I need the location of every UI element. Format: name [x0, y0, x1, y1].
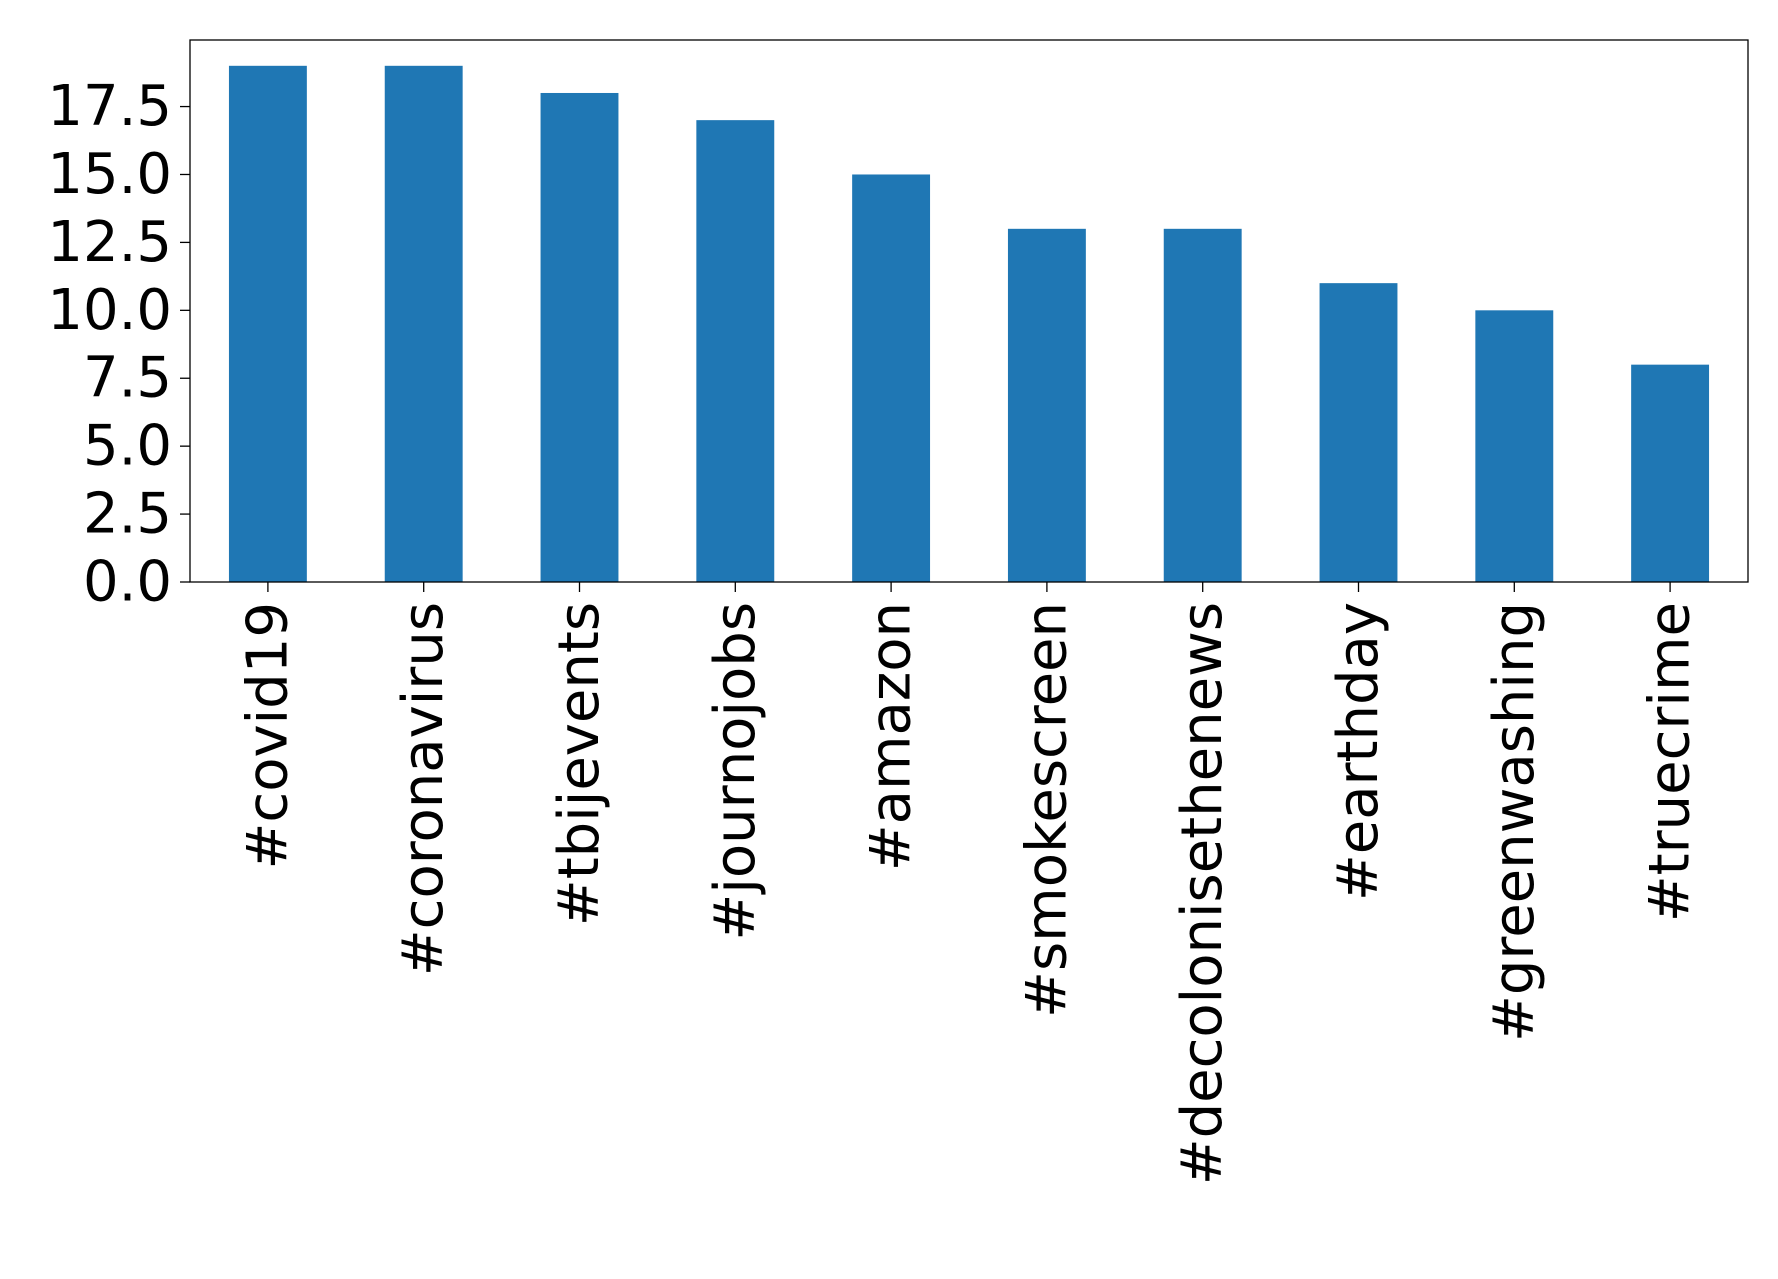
bar: [540, 92, 619, 582]
x-tick-label: #smokescreen: [1014, 602, 1079, 1018]
x-tick-label: #journojobs: [703, 602, 768, 941]
y-axis: 0.02.55.07.510.012.515.017.5: [47, 74, 190, 615]
y-tick-label: 2.5: [83, 482, 172, 547]
bar: [228, 65, 307, 583]
y-tick-label: 5.0: [83, 414, 172, 479]
y-tick-label: 15.0: [47, 142, 172, 207]
y-tick-label: 7.5: [83, 346, 172, 411]
y-tick-label: 12.5: [47, 210, 172, 275]
bar: [384, 65, 463, 583]
x-tick-label: #earthday: [1326, 602, 1391, 901]
bar: [696, 120, 775, 583]
x-tick-label: #decolonisethenews: [1170, 602, 1235, 1185]
bars-group: [228, 65, 1710, 583]
bar: [852, 174, 931, 582]
plot-frame: [189, 39, 1749, 583]
bar: [1007, 228, 1086, 582]
y-tick-label: 10.0: [47, 278, 172, 343]
x-axis: #covid19 #coronavirus #tbijevents #journojo…: [235, 582, 1703, 1185]
bar: [1319, 283, 1398, 582]
x-tick-label: #greenwashing: [1482, 602, 1547, 1042]
y-tick-label: 17.5: [47, 74, 172, 139]
x-tick-label: #truecrime: [1638, 602, 1703, 922]
bar: [1163, 228, 1242, 582]
x-tick-label: #coronavirus: [391, 602, 456, 976]
bar: [1631, 364, 1710, 582]
x-tick-label: #amazon: [859, 602, 924, 871]
x-tick-label: #tbijevents: [547, 602, 612, 926]
x-tick-label: #covid19: [235, 602, 300, 869]
y-tick-label: 0.0: [83, 550, 172, 615]
bar: [1475, 310, 1554, 582]
